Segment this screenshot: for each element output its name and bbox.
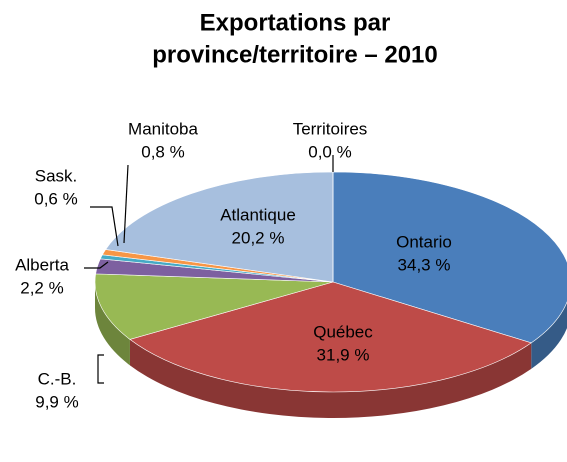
slice-label: Québec xyxy=(313,322,373,341)
value-label: 34,3 % xyxy=(398,255,451,274)
leader-line xyxy=(123,164,129,244)
slice-label: Territoires xyxy=(293,119,368,138)
slice-label: Atlantique xyxy=(220,205,296,224)
leader-line xyxy=(90,206,119,247)
slice xyxy=(332,171,567,344)
slice-label: Ontario xyxy=(396,232,452,251)
leader-line xyxy=(97,354,104,384)
slice-label: Alberta xyxy=(15,255,69,274)
slice-label: C.-B. xyxy=(38,369,77,388)
chart-title: province/territoire – 2010 xyxy=(152,41,437,68)
value-label: 31,9 % xyxy=(317,345,370,364)
value-label: 0,6 % xyxy=(34,189,77,208)
slice xyxy=(129,281,532,393)
slice xyxy=(94,273,334,340)
leader-line xyxy=(84,261,109,269)
value-label: 20,2 % xyxy=(232,228,285,247)
slice-side xyxy=(129,339,532,419)
pie xyxy=(94,171,567,419)
value-label: 0,8 % xyxy=(141,142,184,161)
chart-title: Exportations par xyxy=(200,9,391,36)
value-label: 2,2 % xyxy=(20,278,63,297)
slice-label: Manitoba xyxy=(128,119,198,138)
slice-side xyxy=(531,301,567,369)
value-label: 0,0 % xyxy=(308,142,351,161)
slice-label: Sask. xyxy=(35,166,78,185)
value-label: 9,9 % xyxy=(35,392,78,411)
slice xyxy=(105,171,334,283)
